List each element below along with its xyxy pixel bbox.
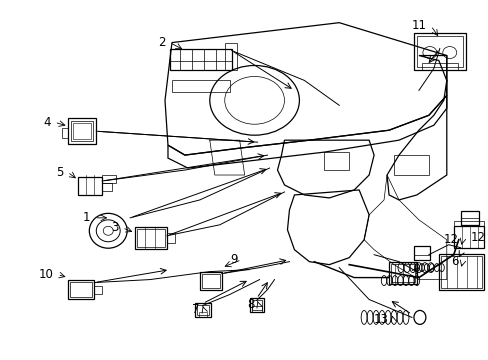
Text: 7: 7 [192, 303, 200, 316]
Bar [416, 36, 462, 67]
Bar [413, 255, 429, 260]
Bar [199, 312, 206, 318]
Text: 6: 6 [450, 255, 458, 268]
Bar [251, 306, 261, 312]
Bar [453, 221, 483, 226]
Bar [135, 227, 166, 249]
Bar [170, 49, 231, 71]
Bar [251, 301, 261, 310]
Bar [453, 226, 483, 248]
Text: 4: 4 [43, 116, 50, 129]
Bar [194, 303, 210, 318]
Bar [200, 271, 221, 289]
Bar [438, 254, 483, 289]
Text: 11: 11 [411, 19, 426, 32]
Bar [73, 123, 91, 139]
Text: 13: 13 [373, 313, 388, 326]
Bar [197, 306, 208, 315]
Bar [166, 233, 175, 243]
Bar [421, 63, 457, 71]
Bar [202, 274, 219, 288]
Bar [70, 282, 92, 297]
Bar [249, 298, 263, 312]
Text: 12: 12 [470, 231, 485, 244]
Bar [388, 262, 416, 284]
Bar [172, 80, 229, 93]
Text: 5: 5 [56, 166, 63, 179]
Bar [440, 256, 481, 288]
Bar [102, 183, 112, 191]
Bar [94, 285, 102, 293]
Bar [413, 33, 465, 71]
Bar [390, 264, 414, 282]
Text: 1: 1 [82, 211, 90, 224]
Bar [102, 175, 116, 183]
Text: 8: 8 [247, 298, 254, 311]
Text: 12: 12 [443, 233, 458, 246]
Text: 9: 9 [230, 253, 237, 266]
Bar [78, 177, 102, 195]
Bar [170, 60, 231, 71]
Bar [224, 42, 236, 71]
Bar [137, 229, 164, 247]
Bar [71, 121, 93, 141]
Text: 3: 3 [111, 221, 118, 234]
Bar [460, 211, 478, 225]
Bar [68, 118, 96, 144]
Bar [62, 128, 68, 138]
Text: 10: 10 [39, 268, 53, 281]
Text: 2: 2 [158, 36, 165, 49]
Bar [413, 246, 429, 260]
Bar [68, 280, 94, 300]
Bar [324, 152, 348, 170]
Bar [393, 155, 428, 175]
